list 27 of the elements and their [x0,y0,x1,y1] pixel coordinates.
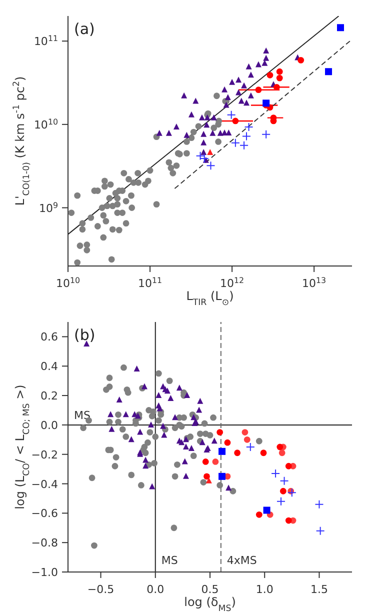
y-tick-label: 10$^{9}$ [38,200,58,215]
y-tick-label: −1.0 [31,566,58,579]
x-tick-label: 10$^{11}$ [138,276,162,290]
ref-line-label: 4xMS [226,554,257,567]
x-tick-label: 10$^{13}$ [302,276,326,290]
annotation: (b) [74,326,96,344]
x-axis-title: log (δ$_{MS}$) [184,595,236,614]
x-tick-label: −0.5 [87,583,114,596]
y-tick-label: 10$^{10}$ [34,116,58,132]
ref-line-label: MS [161,554,178,567]
y-tick-label: 0.4 [40,360,58,374]
x-axis-title: L$_{TIR}$ (L$_{⊙}$) [186,289,234,308]
annotation: (a) [74,20,95,38]
x-tick-label: 10$^{12}$ [220,276,244,290]
y-tick-label: −0.4 [31,478,58,491]
y-tick-label: −0.6 [31,507,58,520]
x-tick-label: 10$^{10}$ [56,276,80,290]
y-tick-label: 0.0 [40,418,58,432]
x-tick-label: 1.0 [256,583,274,596]
y-tick-label: −0.2 [31,448,58,462]
y-tick-label: −0.8 [31,536,58,550]
y-tick-label: 0.2 [40,390,58,403]
y-tick-label: 0.6 [40,330,58,344]
x-tick-label: 0.0 [146,583,164,596]
y-tick-label: 10$^{11}$ [34,34,58,48]
x-tick-label: 1.5 [310,583,328,596]
x-tick-label: 0.5 [201,583,219,596]
